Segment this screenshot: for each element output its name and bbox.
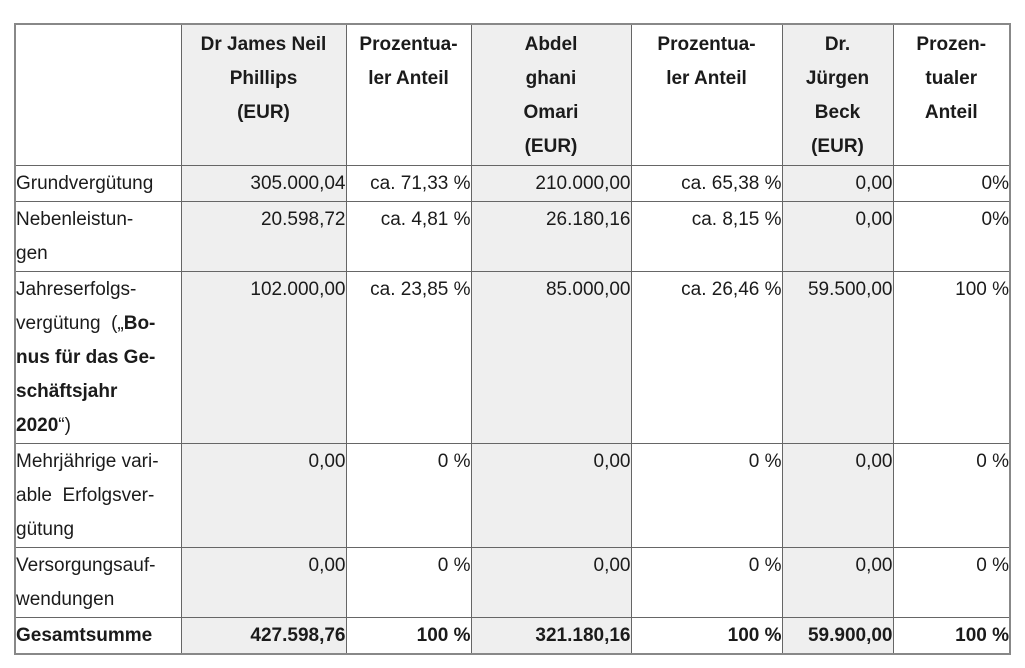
value-cell: 0,00 (781, 200, 894, 272)
row-jahreserfolgsverguetung: Jahreserfolgs- vergütung („Bo- nus für d… (14, 270, 1011, 444)
value-cell: 0 % (630, 546, 783, 618)
value-cell: 20.598,72 (180, 200, 347, 272)
row-label-cell: Nebenleistun- gen (14, 200, 182, 272)
row-versorgungsaufwendungen: Versorgungsauf- wendungen 0,00 0 % 0,00 … (14, 546, 1011, 618)
value-cell: 0,00 (781, 164, 894, 202)
row-label-cell: Mehrjährige vari- able Erfolgsver- gütun… (14, 442, 182, 548)
header-cell-empty (14, 23, 182, 166)
value-cell: 0 % (345, 442, 472, 548)
value-cell: ca. 23,85 % (345, 270, 472, 444)
header-cell-beck: Dr. Jürgen Beck (EUR) (781, 23, 894, 166)
value-cell: 305.000,04 (180, 164, 347, 202)
header-cell-phillips: Dr James Neil Phillips (EUR) (180, 23, 347, 166)
value-cell: ca. 4,81 % (345, 200, 472, 272)
label-segment-bold: Bo- nus für das Ge- schäftsjahr 2020 (16, 312, 156, 436)
compensation-table: Dr James Neil Phillips (EUR) Prozentua- … (14, 23, 1011, 655)
value-cell: 0% (892, 164, 1011, 202)
header-cell-percent-1: Prozentua- ler Anteil (345, 23, 472, 166)
value-cell: 100 % (630, 616, 783, 654)
value-cell: ca. 26,46 % (630, 270, 783, 444)
row-gesamtsumme: Gesamtsumme 427.598,76 100 % 321.180,16 … (14, 616, 1011, 654)
label-segment: “) (58, 414, 71, 436)
value-cell: 0,00 (781, 546, 894, 618)
row-label-cell: Grundvergütung (14, 164, 182, 202)
header-cell-percent-3: Prozen- tualer Anteil (892, 23, 1011, 166)
value-cell: ca. 71,33 % (345, 164, 472, 202)
value-cell: 0 % (892, 442, 1011, 548)
row-label-cell: Versorgungsauf- wendungen (14, 546, 182, 618)
value-cell: 100 % (892, 616, 1011, 654)
value-cell: 0 % (892, 546, 1011, 618)
value-cell: 0% (892, 200, 1011, 272)
row-nebenleistungen: Nebenleistun- gen 20.598,72 ca. 4,81 % 2… (14, 200, 1011, 272)
header-cell-percent-2: Prozentua- ler Anteil (630, 23, 783, 166)
value-cell: 100 % (892, 270, 1011, 444)
value-cell: 85.000,00 (470, 270, 632, 444)
row-grundverguetung: Grundvergütung 305.000,04 ca. 71,33 % 21… (14, 164, 1011, 202)
value-cell: 100 % (345, 616, 472, 654)
header-cell-omari: Abdel ghani Omari (EUR) (470, 23, 632, 166)
row-label-cell: Jahreserfolgs- vergütung („Bo- nus für d… (14, 270, 182, 444)
value-cell: 0,00 (781, 442, 894, 548)
value-cell: 0 % (630, 442, 783, 548)
value-cell: ca. 65,38 % (630, 164, 783, 202)
compensation-table-wrapper: Dr James Neil Phillips (EUR) Prozentua- … (14, 23, 1011, 655)
value-cell: ca. 8,15 % (630, 200, 783, 272)
value-cell: 427.598,76 (180, 616, 347, 654)
header-row: Dr James Neil Phillips (EUR) Prozentua- … (14, 23, 1011, 166)
value-cell: 0,00 (470, 442, 632, 548)
row-label-cell: Gesamtsumme (14, 616, 182, 654)
value-cell: 0,00 (470, 546, 632, 618)
value-cell: 210.000,00 (470, 164, 632, 202)
label-segment: Jahreserfolgs- vergütung („ (16, 278, 137, 334)
value-cell: 26.180,16 (470, 200, 632, 272)
value-cell: 59.900,00 (781, 616, 894, 654)
value-cell: 0,00 (180, 546, 347, 618)
row-mehrjaehrige-erfolgsverguetung: Mehrjährige vari- able Erfolgsver- gütun… (14, 442, 1011, 548)
value-cell: 321.180,16 (470, 616, 632, 654)
value-cell: 102.000,00 (180, 270, 347, 444)
value-cell: 0,00 (180, 442, 347, 548)
value-cell: 0 % (345, 546, 472, 618)
value-cell: 59.500,00 (781, 270, 894, 444)
